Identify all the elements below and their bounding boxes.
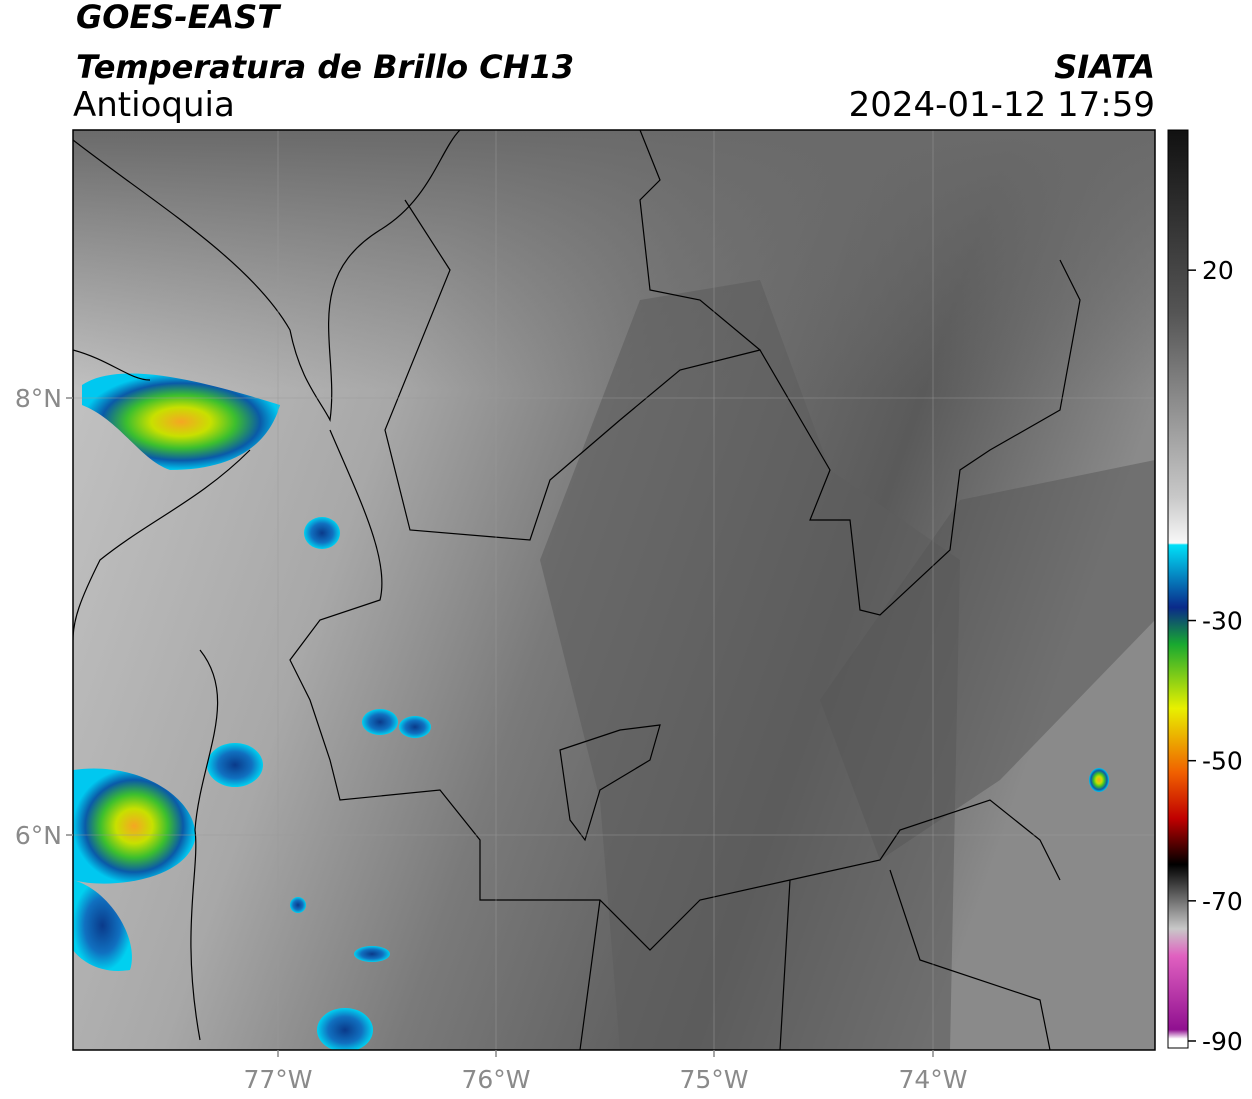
- lat-label: 8°N: [15, 384, 62, 413]
- colorbar-tick-label: 20: [1202, 256, 1234, 285]
- datetime: 2024-01-12 17:59: [849, 85, 1155, 125]
- colorbar-tick-label: -70: [1202, 887, 1243, 916]
- subtitle: Temperatura de Brillo CH13: [76, 48, 574, 86]
- colorbar-tick-label: -30: [1202, 607, 1243, 636]
- colorbar-tick-label: -50: [1202, 747, 1243, 776]
- colorbar-ticks: 20 -30 -50 -70 -90: [1188, 256, 1243, 1056]
- lon-label: 77°W: [243, 1065, 312, 1094]
- colorbar-tick-label: -90: [1202, 1027, 1243, 1056]
- source: SIATA: [1054, 48, 1155, 86]
- lon-label: 76°W: [461, 1065, 530, 1094]
- lon-label: 75°W: [679, 1065, 748, 1094]
- lat-label: 6°N: [15, 821, 62, 850]
- lon-label: 74°W: [898, 1065, 967, 1094]
- map-image: [73, 130, 1155, 1050]
- map-frame: [72, 129, 1156, 1051]
- title: GOES-EAST: [76, 0, 281, 36]
- map-ticks: [66, 397, 934, 1057]
- region: Antioquia: [73, 85, 235, 125]
- colorbar: [1167, 129, 1189, 1049]
